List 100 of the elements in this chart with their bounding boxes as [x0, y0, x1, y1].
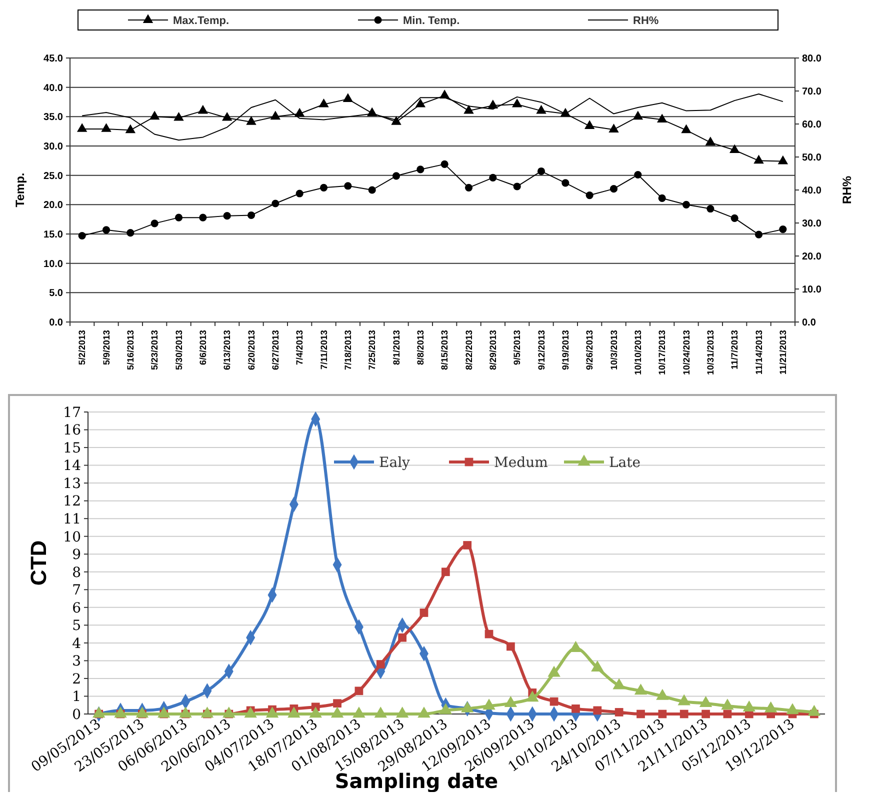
y-tick-label: 10: [63, 529, 81, 546]
point: [463, 541, 472, 550]
y-tick-label: 17: [63, 404, 81, 421]
point: [702, 710, 710, 718]
x-tick-label: 6/13/2013: [222, 330, 232, 370]
y-tick-label: 5.0: [49, 288, 64, 300]
point: [440, 160, 448, 168]
point: [658, 710, 667, 718]
y2-tick-label: 20.0: [802, 252, 822, 262]
x-tick-label: 11/7/2013: [730, 330, 740, 370]
point: [656, 114, 668, 123]
x-tick-label: 11/14/2013: [754, 330, 764, 375]
point: [126, 229, 134, 237]
y2-tick-label: 50.0: [802, 152, 822, 164]
y-tick-label: 11: [63, 511, 81, 528]
legend-label: RH%: [633, 14, 659, 27]
point: [464, 184, 473, 192]
legend-label: Ealy: [379, 454, 410, 471]
x-tick-label: 7/4/2013: [294, 330, 305, 366]
point: [706, 204, 714, 213]
point: [512, 98, 522, 108]
y-tick-label: 25.0: [44, 170, 64, 182]
point: [391, 116, 402, 125]
point: [149, 110, 160, 120]
y-tick-label: 2: [72, 671, 81, 688]
y-tick-label: 10.0: [44, 258, 64, 270]
point: [634, 170, 642, 179]
point: [723, 710, 732, 718]
x-tick-label: 5/9/2013: [101, 330, 112, 366]
point: [199, 214, 207, 222]
x-tick-label: 8/29/2013: [488, 330, 498, 370]
point: [730, 214, 738, 222]
point: [489, 174, 497, 182]
y-tick-label: 14: [63, 458, 82, 474]
y2-tick-label: 10.0: [802, 284, 822, 296]
point: [729, 144, 740, 154]
x-tick-label: 5/30/2013: [174, 330, 184, 370]
y-tick-label: 8: [72, 564, 81, 581]
y-axis-title: CTD: [26, 540, 51, 586]
x-tick-label: 5/2/2013: [77, 330, 88, 366]
point: [247, 211, 256, 220]
point: [506, 642, 515, 651]
y-tick-label: 15: [63, 440, 81, 456]
point: [513, 182, 521, 190]
x-tick-label: 10/17/2013: [657, 330, 668, 376]
point: [101, 123, 112, 132]
y-tick-label: 35.0: [44, 112, 64, 124]
x-tick-label: 7/18/2013: [343, 330, 354, 370]
y-tick-label: 5: [72, 618, 81, 634]
point: [464, 104, 474, 114]
x-tick-label: 9/26/2013: [584, 330, 595, 370]
y-tick-label: 45.0: [44, 54, 64, 64]
x-tick-label: 9/5/2013: [512, 330, 522, 366]
point: [102, 226, 110, 234]
point: [174, 214, 183, 222]
x-tick-label: 8/15/2013: [440, 330, 450, 370]
point: [354, 686, 364, 696]
point: [125, 124, 136, 134]
x-tick-label: 10/3/2013: [608, 330, 619, 370]
y-tick-label: 1: [72, 689, 81, 706]
x-tick-label: 7/11/2013: [318, 330, 329, 370]
y2-tick-label: 70.0: [802, 86, 822, 98]
point: [754, 230, 763, 238]
point: [754, 154, 764, 164]
point: [778, 155, 788, 164]
x-tick-label: 5/16/2013: [126, 330, 136, 370]
point: [608, 124, 619, 133]
point: [488, 100, 498, 108]
point: [222, 112, 232, 121]
point: [610, 185, 618, 193]
point: [223, 212, 231, 220]
x-tick-label: 6/20/2013: [246, 330, 256, 370]
point: [586, 192, 594, 200]
point: [270, 110, 281, 120]
point: [318, 98, 329, 108]
point: [681, 124, 692, 134]
y-tick-label: 15.0: [44, 230, 64, 240]
x-tick-label: 11/21/2013: [778, 330, 788, 375]
point: [320, 184, 328, 192]
point: [272, 200, 280, 208]
point: [632, 110, 644, 120]
x-tick-label: 10/24/2013: [681, 330, 692, 376]
point: [550, 697, 558, 706]
point: [584, 120, 595, 129]
y-tick-label: 16: [63, 422, 82, 439]
x-tick-label: 9/19/2013: [560, 330, 571, 370]
legend-label: Min. Temp.: [403, 14, 460, 27]
x-tick-label: 9/12/2013: [536, 330, 546, 370]
point: [333, 699, 342, 708]
point: [536, 104, 546, 114]
legend-label: Late: [609, 454, 641, 471]
point: [368, 186, 376, 194]
point: [296, 190, 304, 198]
point: [614, 708, 624, 716]
y-tick-label: 7: [72, 582, 81, 599]
x-tick-label: 6/6/2013: [198, 330, 208, 366]
y-tick-label: 20.0: [44, 200, 64, 212]
point: [294, 108, 305, 117]
x-tick-label: 6/27/2013: [270, 330, 281, 370]
point: [562, 179, 570, 187]
